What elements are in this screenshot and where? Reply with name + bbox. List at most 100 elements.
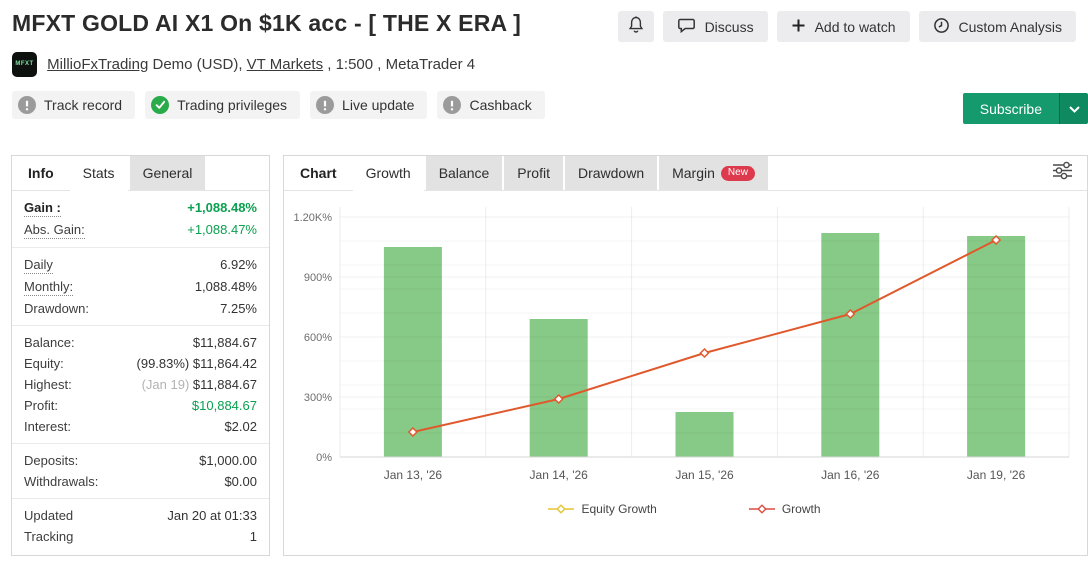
stat-label: Drawdown: [24, 301, 90, 316]
subscribe-button[interactable]: Subscribe [962, 93, 1059, 124]
account-avatar[interactable]: MFXT [12, 52, 37, 77]
svg-text:Jan 14, '26: Jan 14, '26 [530, 468, 589, 482]
legend-label: Growth [781, 502, 821, 516]
stat-label: Updated [24, 508, 74, 523]
svg-text:Jan 13, '26: Jan 13, '26 [384, 468, 443, 482]
growth-column[interactable] [383, 247, 442, 457]
stat-label: Tracking [24, 529, 74, 544]
growth-point[interactable] [553, 393, 564, 405]
discuss-label: Discuss [704, 18, 754, 35]
chart-tab-drawdown[interactable]: Drawdown [564, 156, 658, 190]
stat-row-profit: Profit: $10,884.67 [12, 395, 269, 416]
tab-label: Stats [82, 165, 115, 181]
stat-value-text: 1,088.48% [194, 279, 257, 294]
badge-trading-privileges[interactable]: Trading privileges [145, 91, 301, 119]
add-to-watch-button[interactable]: Add to watch [776, 11, 910, 42]
tab-label: Balance [438, 165, 490, 181]
badge-label: Track record [44, 97, 123, 113]
chevron-down-icon [1068, 100, 1080, 118]
stat-row-deposits: Deposits: $1,000.00 [12, 450, 269, 471]
speech-bubble-icon [677, 17, 696, 37]
growth-columns-series[interactable] [383, 233, 1026, 457]
growth-point[interactable] [699, 347, 710, 359]
info-tab-general[interactable]: General [129, 156, 206, 190]
chart-tab-growth[interactable]: Growth [352, 156, 424, 191]
x-axis-labels: Jan 13, '26 Jan 14, '26 Jan 15, '26 Jan 16,… [384, 468, 1026, 482]
legend-item-growth[interactable]: Growth [748, 502, 821, 516]
growth-line-series[interactable] [407, 234, 1002, 438]
top-actions: Discuss Add to watch Custom Analysis [617, 11, 1076, 42]
growth-column[interactable] [821, 233, 880, 457]
growth-point[interactable] [407, 426, 418, 438]
stat-value: (Jan 19) $11,884.67 [142, 376, 257, 393]
sliders-icon [1051, 161, 1074, 185]
stat-row-updated: Updated Jan 20 at 01:33 [12, 505, 269, 526]
stat-row-drawdown: Drawdown: 7.25% [12, 298, 269, 319]
chart-settings-button[interactable] [1051, 156, 1087, 190]
stat-row-highest: Highest: (Jan 19) $11,884.67 [12, 374, 269, 395]
custom-analysis-button[interactable]: Custom Analysis [918, 11, 1076, 42]
stat-value-text: $0.00 [224, 474, 257, 489]
notifications-button[interactable] [617, 11, 654, 42]
stat-value-text: $11,884.67 [192, 377, 257, 392]
stat-value-text: +1,088.47% [187, 222, 257, 237]
divider [12, 325, 269, 326]
y-axis-labels: 0% 300% 600% 900% 1.20K% [293, 212, 332, 464]
header: MFXT GOLD AI X1 On $1K acc - [ THE X ERA… [0, 0, 1088, 124]
svg-text:600%: 600% [304, 332, 332, 344]
badge-label: Trading privileges [177, 97, 288, 113]
broker-link[interactable]: VT Markets [246, 56, 324, 73]
stat-label: Deposits: [24, 453, 79, 468]
stat-value: +1,088.47% [187, 221, 257, 238]
stat-label[interactable]: Gain : [24, 200, 61, 217]
tab-label: Growth [365, 165, 411, 181]
chart-tab-margin[interactable]: Margin New [659, 156, 768, 190]
growth-point[interactable] [845, 308, 856, 320]
stat-label[interactable]: Abs. Gain: [24, 222, 85, 239]
legend-item-equity-growth[interactable]: Equity Growth [548, 502, 657, 516]
page-title: MFXT GOLD AI X1 On $1K acc - [ THE X ERA… [12, 10, 521, 36]
growth-column[interactable] [967, 236, 1026, 457]
info-tab-stats[interactable]: Stats [69, 156, 128, 191]
chart-tab-balance[interactable]: Balance [425, 156, 503, 190]
divider [12, 247, 269, 248]
clock-icon [933, 17, 950, 37]
discuss-button[interactable]: Discuss [662, 11, 768, 42]
stat-label: Interest: [24, 419, 71, 434]
stat-value: $0.00 [224, 473, 257, 490]
growth-column[interactable] [675, 412, 734, 457]
chart-tab-profit[interactable]: Profit [504, 156, 563, 190]
tab-label: General [142, 165, 193, 181]
growth-column[interactable] [529, 319, 588, 457]
account-type: Demo (USD), [152, 56, 243, 73]
stat-row-withdrawals: Withdrawals: $0.00 [12, 471, 269, 492]
custom-analysis-label: Custom Analysis [958, 18, 1062, 35]
stat-label[interactable]: Monthly: [24, 279, 74, 296]
stat-value: (99.83%) $11,864.42 [137, 355, 257, 372]
stat-row-abs-gain: Abs. Gain: +1,088.47% [12, 219, 269, 241]
badge-cashback[interactable]: Cashback [437, 91, 545, 119]
stat-value-text: $1,000.00 [199, 453, 257, 468]
stat-label[interactable]: Daily [24, 257, 53, 274]
stat-value-text: 1 [249, 529, 257, 544]
svg-text:Jan 15, '26: Jan 15, '26 [675, 468, 734, 482]
badge-label: Cashback [469, 97, 532, 113]
chart-panel: Chart Growth Balance Profit Drawdown Margin N… [283, 155, 1088, 556]
subscribe-split-button: Subscribe [962, 93, 1088, 124]
exclamation-circle-icon [18, 96, 36, 114]
plus-icon [791, 18, 806, 36]
badge-live-update[interactable]: Live update [310, 91, 428, 119]
exclamation-circle-icon [316, 96, 335, 114]
account-owner-link[interactable]: MillioFxTrading [47, 56, 149, 73]
subscribe-dropdown-button[interactable] [1059, 93, 1088, 124]
new-badge: New [720, 165, 755, 181]
badge-track-record[interactable]: Track record [12, 91, 136, 119]
add-to-watch-label: Add to watch [814, 18, 896, 35]
vertical-gridlines [339, 207, 1070, 457]
growth-point[interactable] [991, 234, 1002, 246]
exclamation-circle-icon [443, 96, 462, 114]
stat-value-text: Jan 20 at 01:33 [167, 508, 257, 523]
chart-section-label: Chart [300, 165, 337, 181]
stat-row-balance: Balance: $11,884.67 [12, 332, 269, 353]
stat-value-prefix: (Jan 19) [141, 377, 193, 392]
